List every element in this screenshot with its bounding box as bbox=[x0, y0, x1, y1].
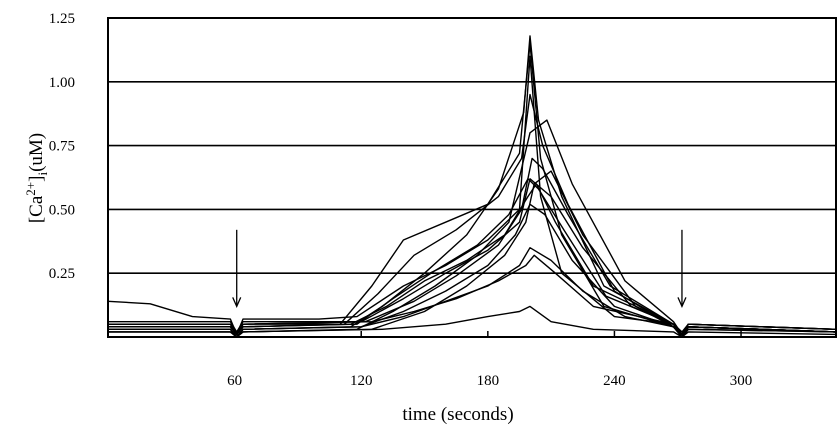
series-group bbox=[107, 35, 837, 338]
x-tick-labels: 60 120 180 240 300 bbox=[227, 331, 752, 389]
x-tick-label: 180 bbox=[477, 373, 500, 389]
x-tick-label: 120 bbox=[350, 373, 373, 389]
x-tick-label: 300 bbox=[730, 373, 753, 389]
y-axis-title-base: [Ca bbox=[26, 195, 47, 223]
series-line-9 bbox=[108, 157, 837, 336]
arrow-head-2 bbox=[677, 297, 687, 308]
y-tick-label: 0.25 bbox=[49, 266, 75, 282]
y-tick-label: 0.75 bbox=[49, 139, 75, 155]
series-line-10 bbox=[108, 170, 837, 338]
series-line-14 bbox=[108, 305, 837, 338]
y-axis-title-sup: 2+ bbox=[23, 182, 38, 196]
x-tick-label: 240 bbox=[603, 373, 626, 389]
annotation-group bbox=[232, 229, 687, 308]
y-axis-title-unit: (uM) bbox=[26, 133, 47, 172]
y-axis-title: [Ca2+]i(uM) bbox=[23, 133, 50, 223]
y-tick-label: 0.50 bbox=[49, 202, 75, 218]
series-line-5 bbox=[108, 178, 837, 333]
y-axis-title-sub: i bbox=[35, 172, 50, 176]
plot-frame bbox=[107, 17, 837, 338]
series-line-4 bbox=[108, 93, 837, 336]
y-axis-title-bracket: ] bbox=[26, 176, 47, 182]
y-tick-labels: 0.25 0.50 0.75 1.00 1.25 bbox=[49, 11, 75, 282]
y-tick-label: 1.00 bbox=[49, 75, 75, 91]
y-tick-label: 1.25 bbox=[49, 11, 75, 27]
series-line-12 bbox=[108, 247, 837, 338]
gridlines bbox=[108, 17, 836, 275]
series-line-2 bbox=[108, 42, 837, 336]
arrow-head-1 bbox=[232, 297, 242, 308]
series-line-13 bbox=[108, 254, 837, 336]
series-line-8 bbox=[108, 203, 837, 338]
x-tick-label: 60 bbox=[227, 373, 242, 389]
x-axis-title: time (seconds) bbox=[402, 404, 513, 425]
series-line-6 bbox=[108, 119, 837, 338]
